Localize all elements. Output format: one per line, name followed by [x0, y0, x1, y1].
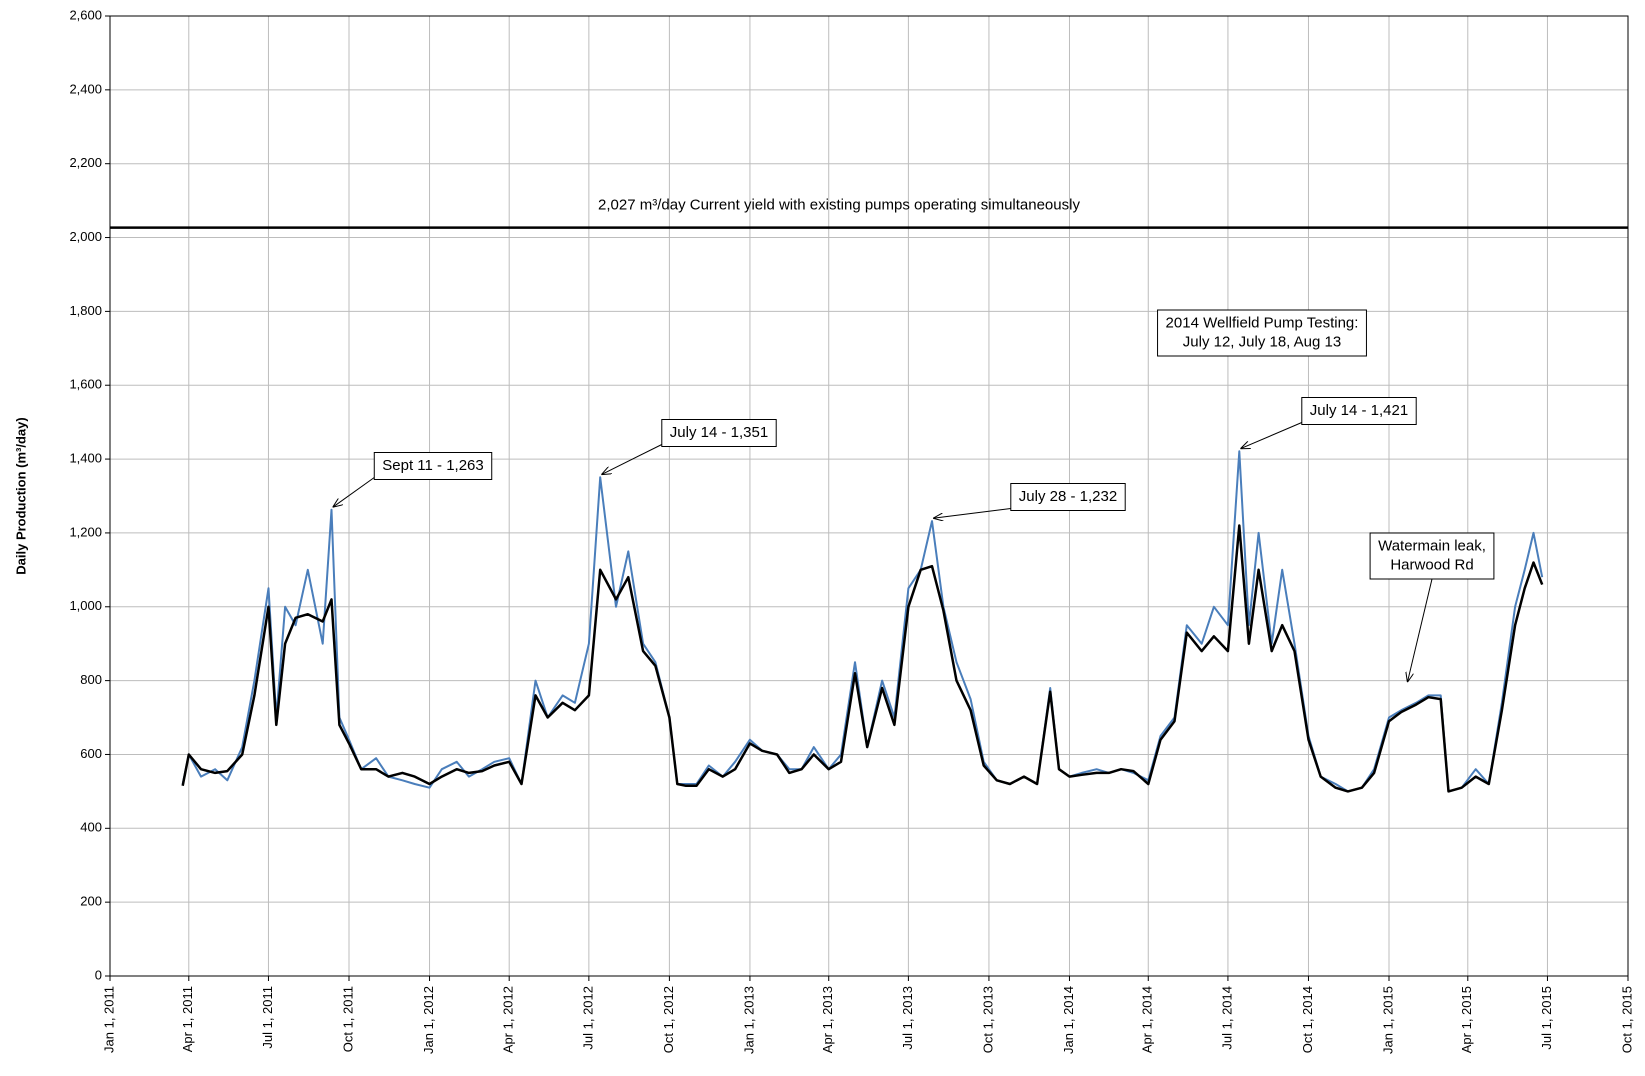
x-tick-label: Jan 1, 2011	[101, 986, 116, 1053]
y-tick-label: 2,000	[69, 229, 102, 244]
x-tick-label: Apr 1, 2011	[180, 986, 195, 1052]
annotation-box	[1301, 397, 1417, 425]
x-tick-label: Oct 1, 2015	[1619, 986, 1634, 1053]
annotation-box	[661, 419, 777, 447]
y-tick-label: 400	[80, 820, 102, 835]
x-tick-label: Oct 1, 2012	[661, 986, 676, 1053]
x-tick-label: Apr 1, 2012	[501, 986, 516, 1053]
series-line	[181, 450, 1544, 793]
y-axis-label: Daily Production (m³/day)	[13, 417, 28, 574]
annotation-text: Sept 11 - 1,263	[382, 457, 483, 474]
x-tick-label: Apr 1, 2013	[820, 986, 835, 1053]
annotation-box	[1010, 483, 1126, 511]
y-tick-label: 2,200	[69, 155, 102, 170]
y-tick-label: 600	[80, 746, 102, 761]
x-tick-label: Oct 1, 2014	[1300, 986, 1315, 1053]
x-tick-label: Jan 1, 2012	[421, 986, 436, 1054]
y-tick-label: 200	[80, 894, 102, 909]
y-tick-label: 2,600	[69, 7, 102, 22]
annotation-text: July 14 - 1,351	[670, 424, 768, 441]
y-tick-label: 1,000	[69, 598, 102, 613]
annotation-text: Watermain leak,	[1378, 537, 1486, 554]
annotation-arrow	[934, 508, 1011, 519]
annotation-text: 2014 Wellfield Pump Testing:	[1166, 314, 1359, 331]
reference-label: 2,027 m³/day Current yield with existing…	[598, 197, 1080, 214]
annotation-text: Harwood Rd	[1390, 556, 1473, 573]
x-tick-label: Jul 1, 2015	[1539, 986, 1554, 1050]
x-tick-label: Oct 1, 2011	[340, 986, 355, 1052]
y-tick-label: 1,400	[69, 451, 102, 466]
x-tick-label: Jan 1, 2015	[1380, 986, 1395, 1054]
annotation-text: July 28 - 1,232	[1019, 488, 1117, 505]
x-tick-label: Jul 1, 2012	[580, 986, 595, 1050]
y-tick-label: 1,200	[69, 524, 102, 539]
x-tick-label: Oct 1, 2013	[980, 986, 995, 1053]
x-tick-label: Jan 1, 2014	[1061, 986, 1076, 1054]
annotation-arrow	[1241, 422, 1302, 449]
annotation-arrow	[602, 444, 663, 475]
annotation-arrow	[333, 477, 375, 507]
plot-frame	[109, 15, 1629, 977]
series-line	[181, 524, 1544, 793]
x-tick-label: Jul 1, 2014	[1219, 986, 1234, 1050]
y-tick-label: 1,600	[69, 377, 102, 392]
y-tick-label: 1,800	[69, 303, 102, 318]
y-tick-label: 2,400	[69, 81, 102, 96]
annotation-text: July 12, July 18, Aug 13	[1183, 333, 1341, 350]
x-tick-label: Apr 1, 2014	[1140, 986, 1155, 1053]
annotation-box	[373, 452, 493, 480]
y-tick-label: 800	[80, 672, 102, 687]
x-tick-label: Jul 1, 2013	[900, 986, 915, 1050]
x-tick-label: Jul 1, 2011	[260, 986, 275, 1049]
annotation-box	[1369, 532, 1495, 580]
annotation-box	[1157, 309, 1367, 357]
annotation-text: July 14 - 1,421	[1310, 402, 1408, 419]
x-tick-label: Apr 1, 2015	[1459, 986, 1474, 1053]
annotation-arrow	[1408, 578, 1433, 681]
y-tick-label: 0	[95, 967, 102, 982]
x-tick-label: Jan 1, 2013	[741, 986, 756, 1054]
